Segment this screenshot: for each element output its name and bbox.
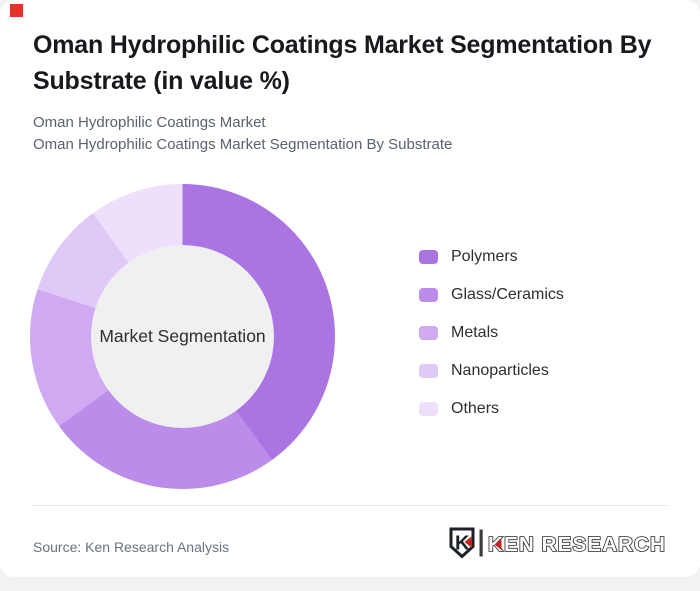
legend-swatch xyxy=(419,363,438,378)
legend-swatch xyxy=(419,249,438,264)
ken-research-logo: K KEN RESEARCH xyxy=(448,527,669,559)
logo-shield-triangle-icon xyxy=(464,536,472,548)
red-accent-square xyxy=(10,4,23,17)
legend-label: Others xyxy=(451,399,500,417)
legend-item-metals: Metals xyxy=(419,323,564,342)
legend-item-nanoparticles: Nanoparticles xyxy=(419,361,564,380)
legend-swatch xyxy=(419,401,438,416)
chart-title: Oman Hydrophilic Coatings Market Segment… xyxy=(33,31,652,95)
legend-swatch xyxy=(419,325,438,340)
logo-divider-bar xyxy=(479,529,483,557)
legend-item-others: Others xyxy=(419,399,564,418)
legend-label: Nanoparticles xyxy=(451,361,549,379)
legend-label: Glass/Ceramics xyxy=(451,285,564,303)
donut-chart: Market Segmentation xyxy=(30,184,335,489)
chart-card: Oman Hydrophilic Coatings Market Segment… xyxy=(0,0,700,577)
legend-item-glass-ceramics: Glass/Ceramics xyxy=(419,285,564,304)
donut-center-label: Market Segmentation xyxy=(99,326,266,346)
logo-wordmark: KEN RESEARCH xyxy=(488,533,666,556)
footer-divider xyxy=(33,505,667,506)
source-text: Source: Ken Research Analysis xyxy=(33,539,230,555)
legend-label: Metals xyxy=(451,323,499,341)
legend-swatch xyxy=(419,287,438,302)
logo-shield-icon xyxy=(449,527,475,559)
legend-item-polymers: Polymers xyxy=(419,247,564,266)
chart-legend: Polymers Glass/Ceramics Metals Nanoparticle… xyxy=(419,247,564,437)
subtitle-line-2: Oman Hydrophilic Coatings Market Segment… xyxy=(33,136,453,153)
subtitle-line-1: Oman Hydrophilic Coatings Market xyxy=(33,114,266,131)
ken-research-logo-svg: K KEN RESEARCH xyxy=(449,527,666,559)
chart-subtitle: Oman Hydrophilic Coatings Market Oman Hy… xyxy=(33,112,452,156)
donut-center: Market Segmentation xyxy=(91,245,274,428)
legend-label: Polymers xyxy=(451,247,518,265)
logo-wordmark-triangle-icon xyxy=(494,539,502,550)
logo-shield-letter: K xyxy=(455,533,470,555)
